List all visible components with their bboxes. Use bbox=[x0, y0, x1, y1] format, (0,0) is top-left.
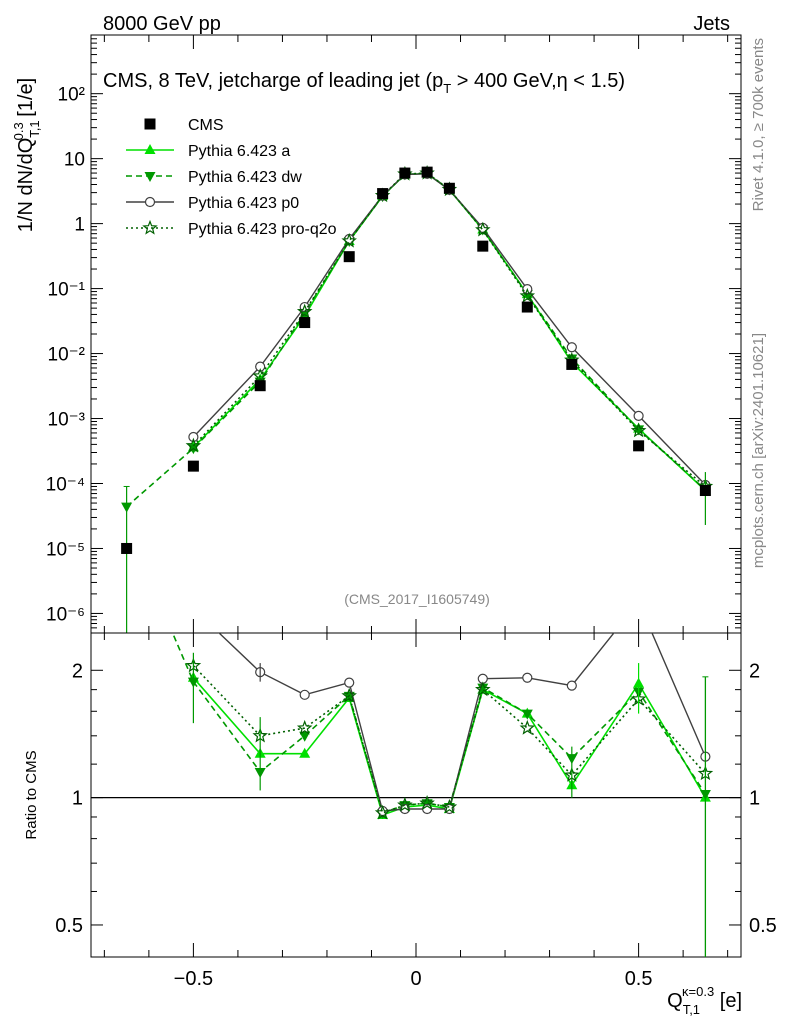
cms-data-point bbox=[399, 167, 411, 179]
mcplots-label: mcplots.cern.ch [arXiv:2401.10621] bbox=[750, 333, 767, 568]
legend-entry-label: Pythia 6.423 p0 bbox=[188, 195, 299, 212]
ratio-point bbox=[296, 719, 313, 735]
ratio-point bbox=[634, 598, 643, 607]
ratio-point bbox=[299, 747, 311, 758]
legend-marker bbox=[142, 219, 158, 235]
main-y-tick-label: 1 bbox=[74, 215, 85, 236]
legend-marker bbox=[144, 196, 156, 208]
ratio-y-tick-label: 2 bbox=[749, 660, 760, 682]
plot-title: CMS, 8 TeV, jetcharge of leading jet (pT… bbox=[103, 70, 625, 96]
ratio-point bbox=[299, 689, 310, 700]
ratio-line-pythia-6-423-dw bbox=[171, 633, 707, 814]
main-y-tick-label: 10 bbox=[64, 150, 85, 171]
data-point bbox=[296, 303, 313, 319]
legend-entry-label: Pythia 6.423 dw bbox=[188, 169, 302, 186]
main-ylabel: 1/N dN/dQT,10.3 [1/e] bbox=[11, 78, 42, 232]
cms-data-point bbox=[377, 188, 389, 200]
ratio-ylabel: Ratio to CMS bbox=[23, 750, 40, 839]
legend-marker bbox=[144, 172, 156, 182]
ratio-line-pythia-6-423-pro-q2o bbox=[192, 665, 706, 814]
ratio-point bbox=[566, 680, 577, 691]
cms-data-point bbox=[699, 485, 711, 497]
main-series-group bbox=[121, 164, 714, 633]
ratio-point bbox=[522, 672, 533, 683]
header-category-label: Jets bbox=[693, 13, 730, 35]
main-y-tick-label: 10² bbox=[58, 85, 85, 106]
legend: CMS Pythia 6.423 a Pythia 6.423 dw Pythia 6… bbox=[126, 117, 337, 238]
main-y-tick-label: 10⁻³ bbox=[48, 410, 86, 431]
data-point bbox=[630, 422, 647, 438]
data-point bbox=[633, 410, 644, 421]
legend-marker-cms bbox=[144, 118, 156, 130]
rivet-version-label: Rivet 4.1.0, ≥ 700k events bbox=[750, 38, 767, 211]
legend-entry-label: CMS bbox=[188, 117, 224, 134]
cms-data-point bbox=[566, 358, 578, 370]
cms-data-point bbox=[254, 380, 266, 392]
cms-data-point bbox=[299, 317, 311, 329]
main-y-tick-label: 10⁻⁵ bbox=[46, 539, 85, 560]
series-line-pythia-6-423-dw bbox=[126, 172, 706, 508]
ratio-series-group bbox=[171, 598, 714, 957]
ratio-line-pythia-6-423-a bbox=[192, 677, 707, 817]
main-y-tick-label: 10⁻⁶ bbox=[46, 604, 85, 625]
ratio-point bbox=[521, 709, 533, 720]
analysis-watermark: (CMS_2017_I1605749) bbox=[344, 591, 490, 607]
ratio-y-tick-label: 1 bbox=[749, 788, 760, 810]
cms-data-point bbox=[187, 460, 199, 472]
legend-entry-label: Pythia 6.423 a bbox=[188, 143, 290, 160]
ratio-point bbox=[344, 677, 355, 688]
cms-data-point bbox=[477, 240, 489, 252]
ratio-point bbox=[419, 795, 435, 810]
data-point bbox=[252, 367, 268, 383]
x-tick-label: 0.5 bbox=[625, 968, 653, 990]
cms-data-point bbox=[521, 301, 533, 313]
cms-data-point bbox=[443, 182, 455, 194]
ratio-point bbox=[189, 604, 198, 613]
ratio-y-tick-label: 1 bbox=[72, 788, 83, 810]
cms-data-point bbox=[343, 251, 355, 263]
data-point bbox=[519, 287, 536, 303]
x-tick-label: −0.5 bbox=[174, 968, 213, 990]
main-y-tick-label: 10⁻² bbox=[48, 345, 86, 366]
data-point bbox=[185, 437, 202, 453]
ratio-panel: −0.5 0 0.5 0.5 0.5 1 1 2 2 bbox=[55, 598, 777, 990]
ratio-y-tick-label: 0.5 bbox=[749, 915, 777, 937]
x-axis-label: QT,1κ=0.3 [e] bbox=[667, 984, 742, 1017]
legend-marker bbox=[144, 144, 156, 154]
ratio-point bbox=[374, 804, 391, 820]
cms-data-point bbox=[633, 440, 645, 452]
main-y-tick-label: 10⁻¹ bbox=[48, 280, 86, 301]
data-point bbox=[188, 431, 199, 443]
main-y-tick-label: 10⁻⁴ bbox=[46, 475, 85, 496]
cms-data-point bbox=[121, 542, 133, 554]
cms-data-point bbox=[421, 166, 433, 178]
ratio-point bbox=[475, 681, 491, 697]
ratio-point bbox=[341, 687, 357, 703]
x-tick-label: 0 bbox=[410, 968, 421, 990]
data-point bbox=[475, 221, 491, 237]
ratio-point bbox=[477, 683, 489, 694]
data-point bbox=[341, 232, 357, 248]
header-energy-label: 8000 GeV pp bbox=[103, 13, 221, 35]
ratio-point bbox=[519, 719, 536, 735]
main-panel: 10⁻⁶ 10⁻⁵ 10⁻⁴ 10⁻³ 10⁻² 10⁻¹ 1 10 10² bbox=[46, 34, 742, 634]
legend-entry-label: Pythia 6.423 pro-q2o bbox=[188, 221, 337, 238]
ratio-y-tick-label: 0.5 bbox=[55, 915, 83, 937]
ratio-point bbox=[397, 796, 413, 812]
data-point bbox=[566, 342, 577, 353]
ratio-point bbox=[441, 798, 458, 814]
ratio-y-tick-label: 2 bbox=[72, 660, 83, 682]
ratio-point bbox=[299, 731, 311, 742]
